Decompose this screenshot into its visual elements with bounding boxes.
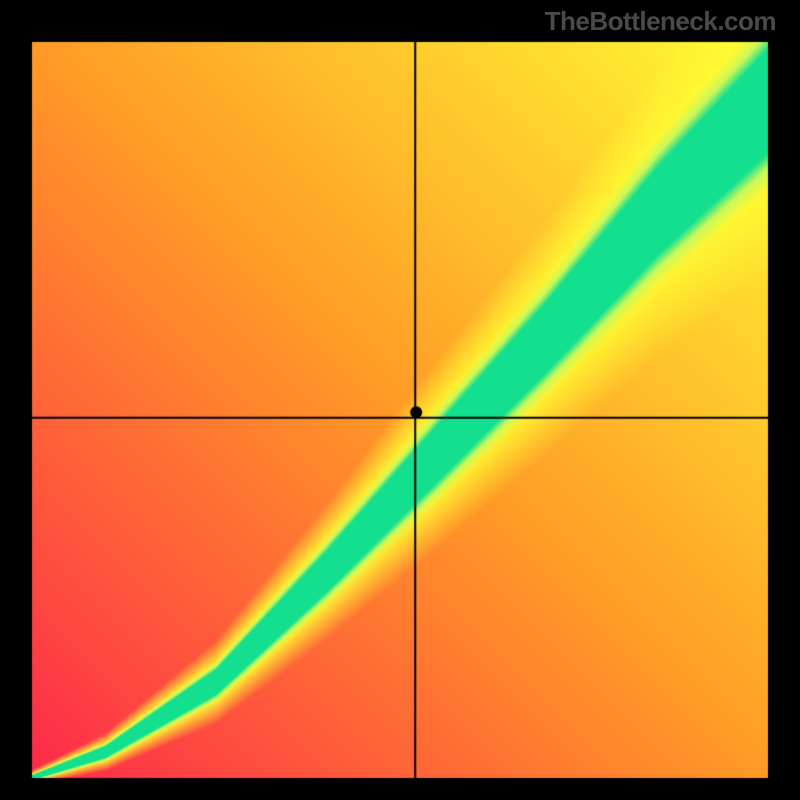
watermark-text: TheBottleneck.com (545, 6, 776, 37)
heatmap-canvas (0, 0, 800, 800)
chart-container: TheBottleneck.com (0, 0, 800, 800)
